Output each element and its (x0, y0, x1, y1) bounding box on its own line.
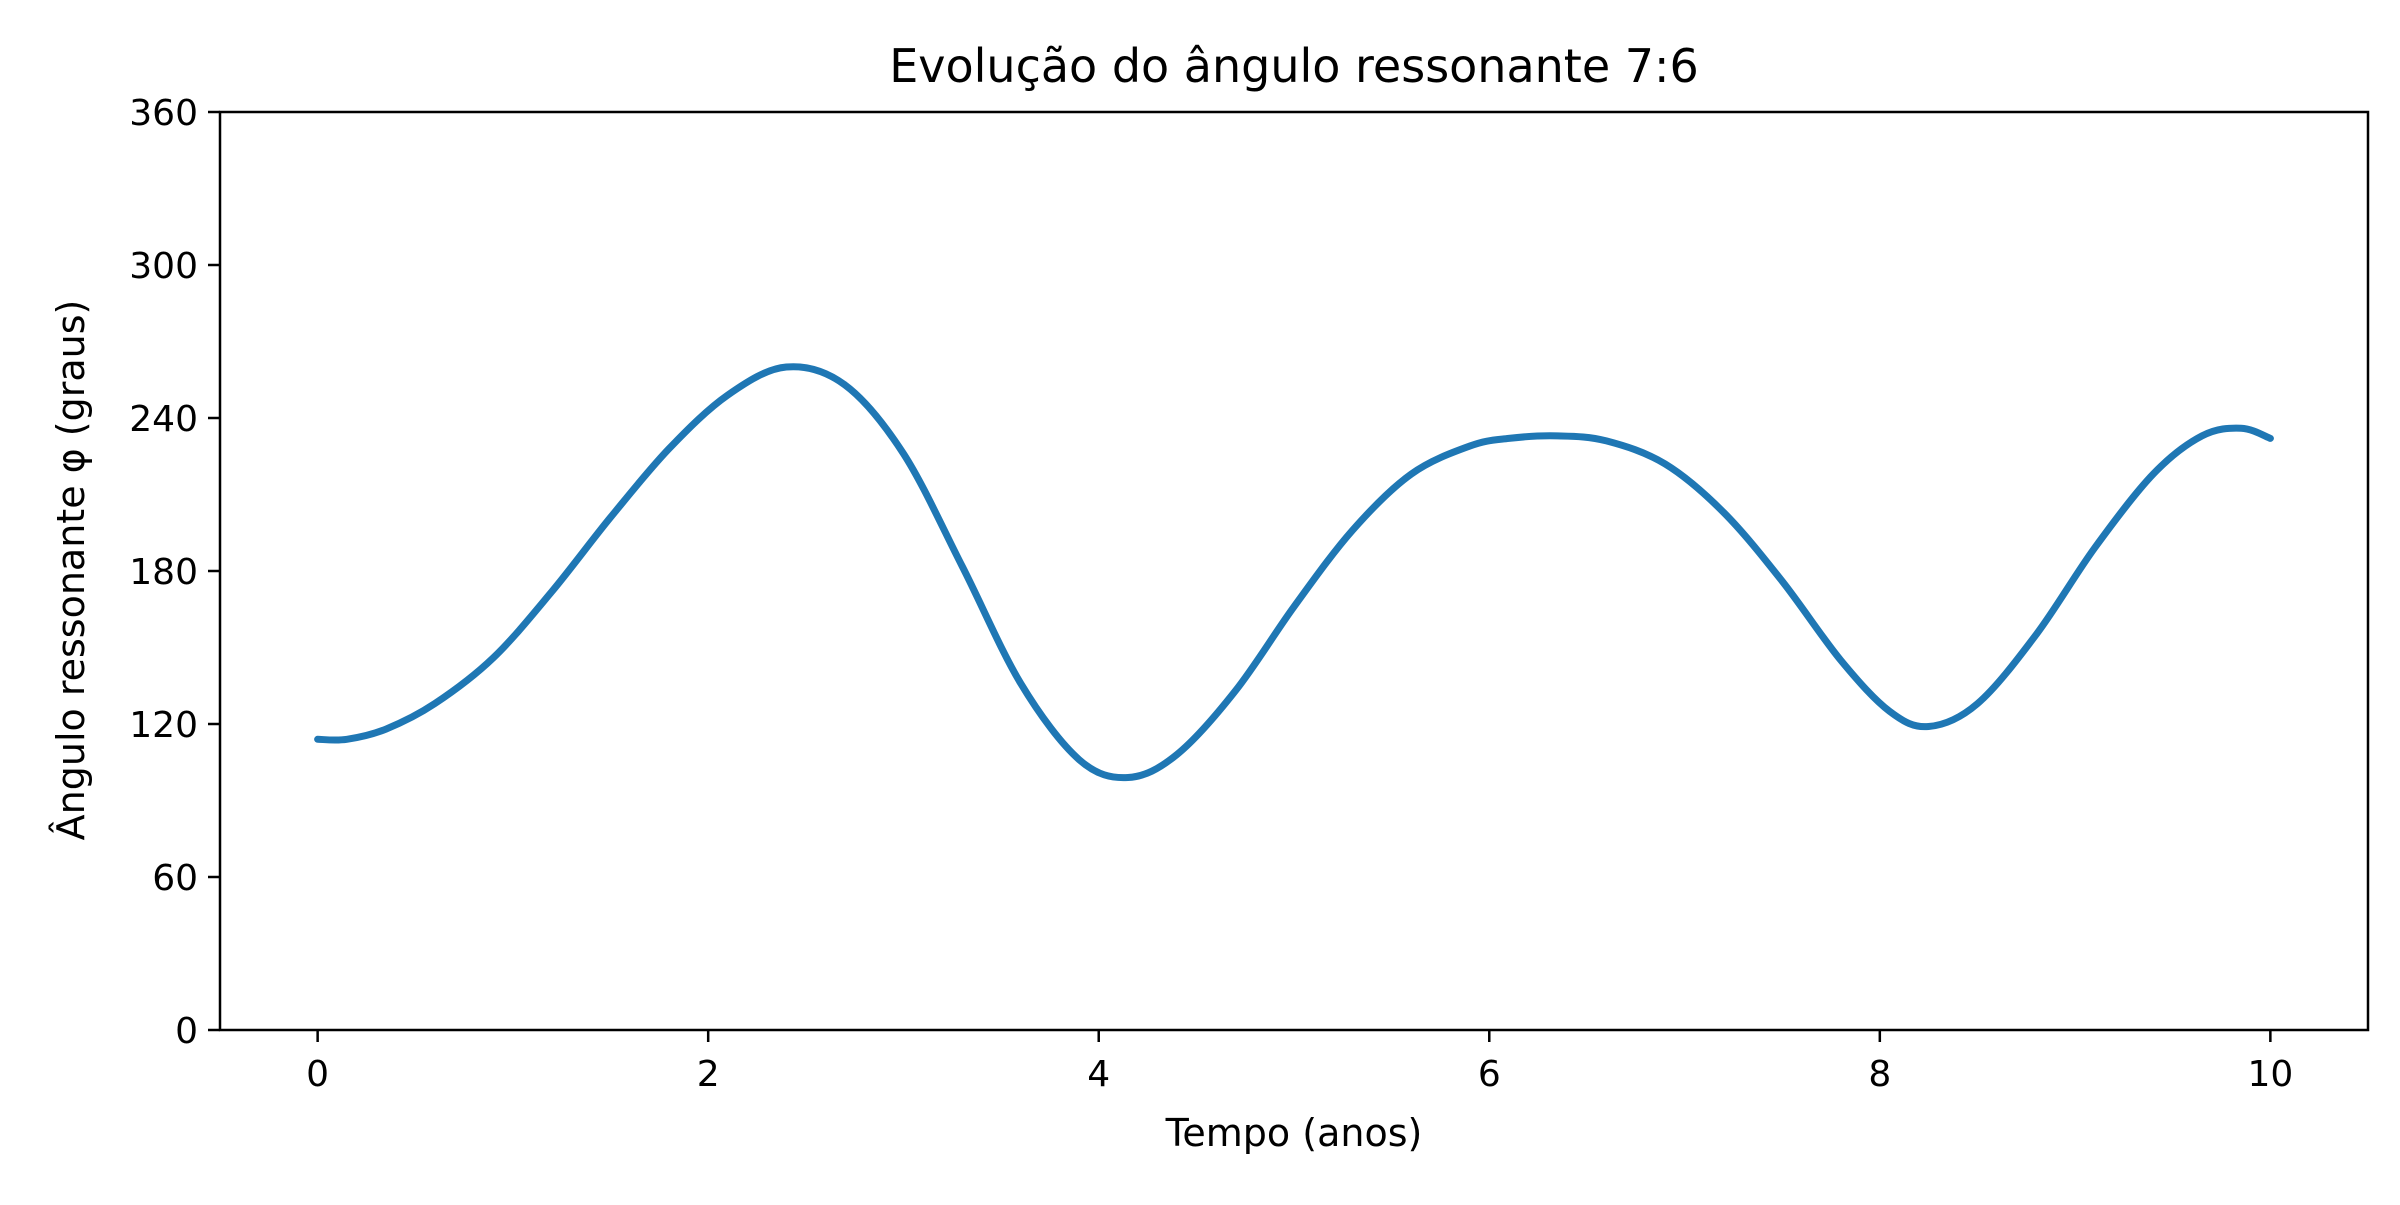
x-tick-label: 0 (306, 1054, 329, 1095)
y-tick-label: 240 (129, 399, 198, 440)
chart-title: Evolução do ângulo ressonante 7:6 (889, 39, 1699, 93)
y-tick-label: 0 (175, 1011, 198, 1052)
y-tick-label: 180 (129, 552, 198, 593)
plot-area: 0 2 4 6 8 10 0 60 120 180 240 300 360 (129, 93, 2370, 1095)
y-tick-label: 300 (129, 246, 198, 287)
y-tick-label: 360 (129, 93, 198, 134)
x-tick-label: 8 (1868, 1054, 1891, 1095)
x-tick-label: 2 (697, 1054, 720, 1095)
x-tick-label: 6 (1478, 1054, 1501, 1095)
x-tick-label: 4 (1087, 1054, 1110, 1095)
y-tick-label: 60 (152, 858, 198, 899)
x-axis-label: Tempo (anos) (1165, 1111, 1423, 1155)
plot-frame (218, 110, 2370, 1032)
y-axis-label: Ângulo ressonante φ (graus) (49, 300, 93, 841)
y-tick-label: 120 (129, 705, 198, 746)
x-tick-label: 10 (2247, 1054, 2293, 1095)
series-line (314, 363, 2274, 782)
